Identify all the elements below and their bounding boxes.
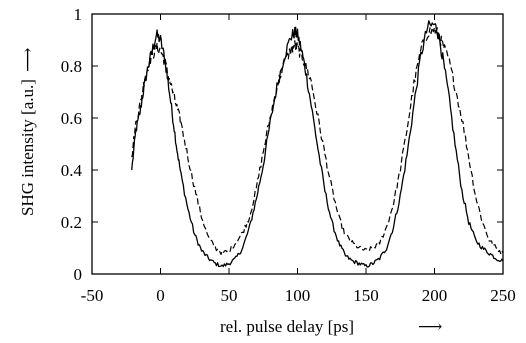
y-tick-label: 0.4 bbox=[61, 161, 83, 180]
x-tick-label: 50 bbox=[221, 286, 238, 305]
x-tick-label: 150 bbox=[353, 286, 379, 305]
x-axis-arrow: ⟶ bbox=[418, 317, 442, 336]
x-tick-label: 250 bbox=[490, 286, 516, 305]
series-solid-line bbox=[131, 20, 504, 268]
y-tick-label: 1 bbox=[74, 5, 83, 24]
y-axis-title: SHG intensity [a.u.] bbox=[18, 79, 37, 216]
y-tick-label: 0.2 bbox=[61, 213, 82, 232]
plot-area bbox=[131, 20, 504, 268]
series-dashed-line bbox=[131, 27, 504, 255]
y-tick-label: 0 bbox=[74, 265, 83, 284]
x-axis-title: rel. pulse delay [ps] bbox=[220, 317, 354, 336]
x-tick-label: -50 bbox=[81, 286, 104, 305]
x-tick-label: 0 bbox=[156, 286, 165, 305]
y-axis-arrow: ⟶ bbox=[18, 48, 37, 72]
tick-labels: -50 0 50 100 150 200 250 0 0.2 0.4 0.6 0.8 1 bbox=[61, 5, 516, 305]
y-tick-label: 0.6 bbox=[61, 109, 82, 128]
axis-ticks bbox=[91, 13, 504, 275]
x-tick-label: 100 bbox=[285, 286, 311, 305]
y-tick-label: 0.8 bbox=[61, 57, 82, 76]
x-tick-label: 200 bbox=[422, 286, 448, 305]
